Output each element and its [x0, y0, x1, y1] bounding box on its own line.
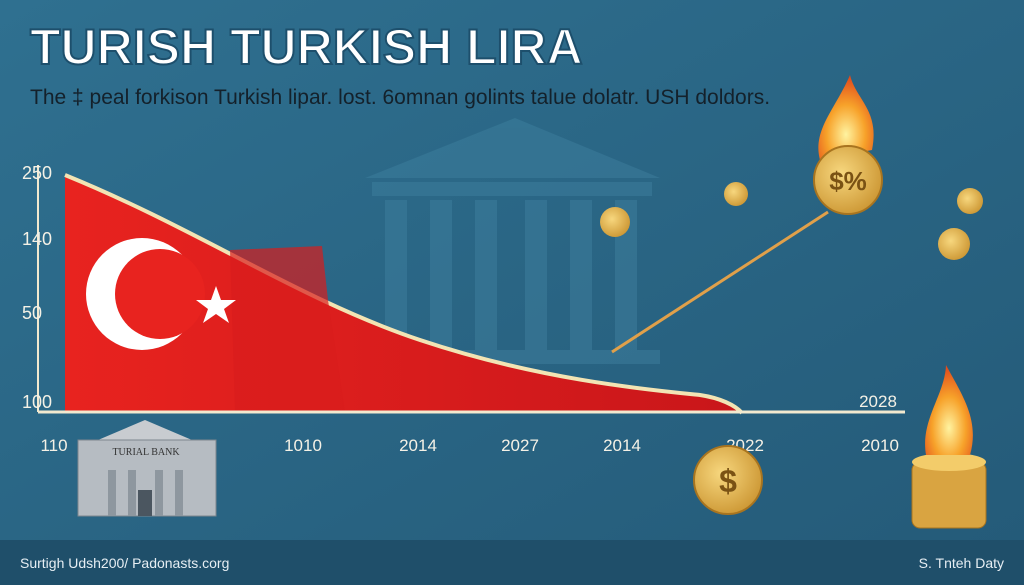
y-label: 250 [22, 163, 52, 183]
stack-top [912, 453, 986, 471]
y-label: 140 [22, 229, 52, 249]
x-label: 110 [40, 436, 67, 455]
coin [938, 228, 970, 260]
arrow [611, 210, 829, 354]
crescent-inner [115, 249, 205, 339]
footer-left: Surtigh Udsh200/ Padonasts.corg [20, 555, 229, 571]
x-label: 1010 [284, 436, 322, 455]
bank-door [138, 490, 152, 516]
footer-band [0, 540, 1024, 585]
coin [693, 445, 763, 515]
marker-label: 2028 [859, 392, 897, 411]
flag-fold [230, 246, 345, 412]
bank-pillar [155, 470, 163, 516]
coin [957, 188, 983, 214]
coin [813, 145, 883, 215]
footer-right: S. Tnteh Daty [919, 555, 1004, 571]
bank-sign: TURIAL BANK [112, 447, 180, 458]
building-silhouette [365, 118, 660, 364]
coin [600, 207, 630, 237]
title: TURISH TURKISH LIRA [30, 19, 583, 75]
y-label: 100 [22, 392, 52, 412]
subtitle: The ‡ peal forkison Turkish lipar. lost.… [30, 86, 770, 109]
flag-edge [64, 173, 744, 415]
bank-pillar [108, 470, 116, 516]
x-label: 2014 [603, 436, 641, 455]
flame [925, 365, 973, 455]
stack [911, 461, 987, 529]
small-coins: $ [600, 182, 983, 515]
coin-symbol: $% [829, 166, 867, 196]
x-label: 2014 [399, 436, 437, 455]
bank: TURIAL BANK [77, 420, 217, 517]
bank-pillar [175, 470, 183, 516]
bank-roof [98, 420, 192, 440]
bank-pillar [128, 470, 136, 516]
coin-symbol: $ [719, 463, 737, 499]
flame [818, 75, 874, 160]
x-label: 2010 [861, 436, 899, 455]
coin-stack [911, 365, 987, 529]
star [196, 286, 236, 323]
x-label: 2027 [501, 436, 539, 455]
coin [724, 182, 748, 206]
y-label: 50 [22, 303, 42, 323]
